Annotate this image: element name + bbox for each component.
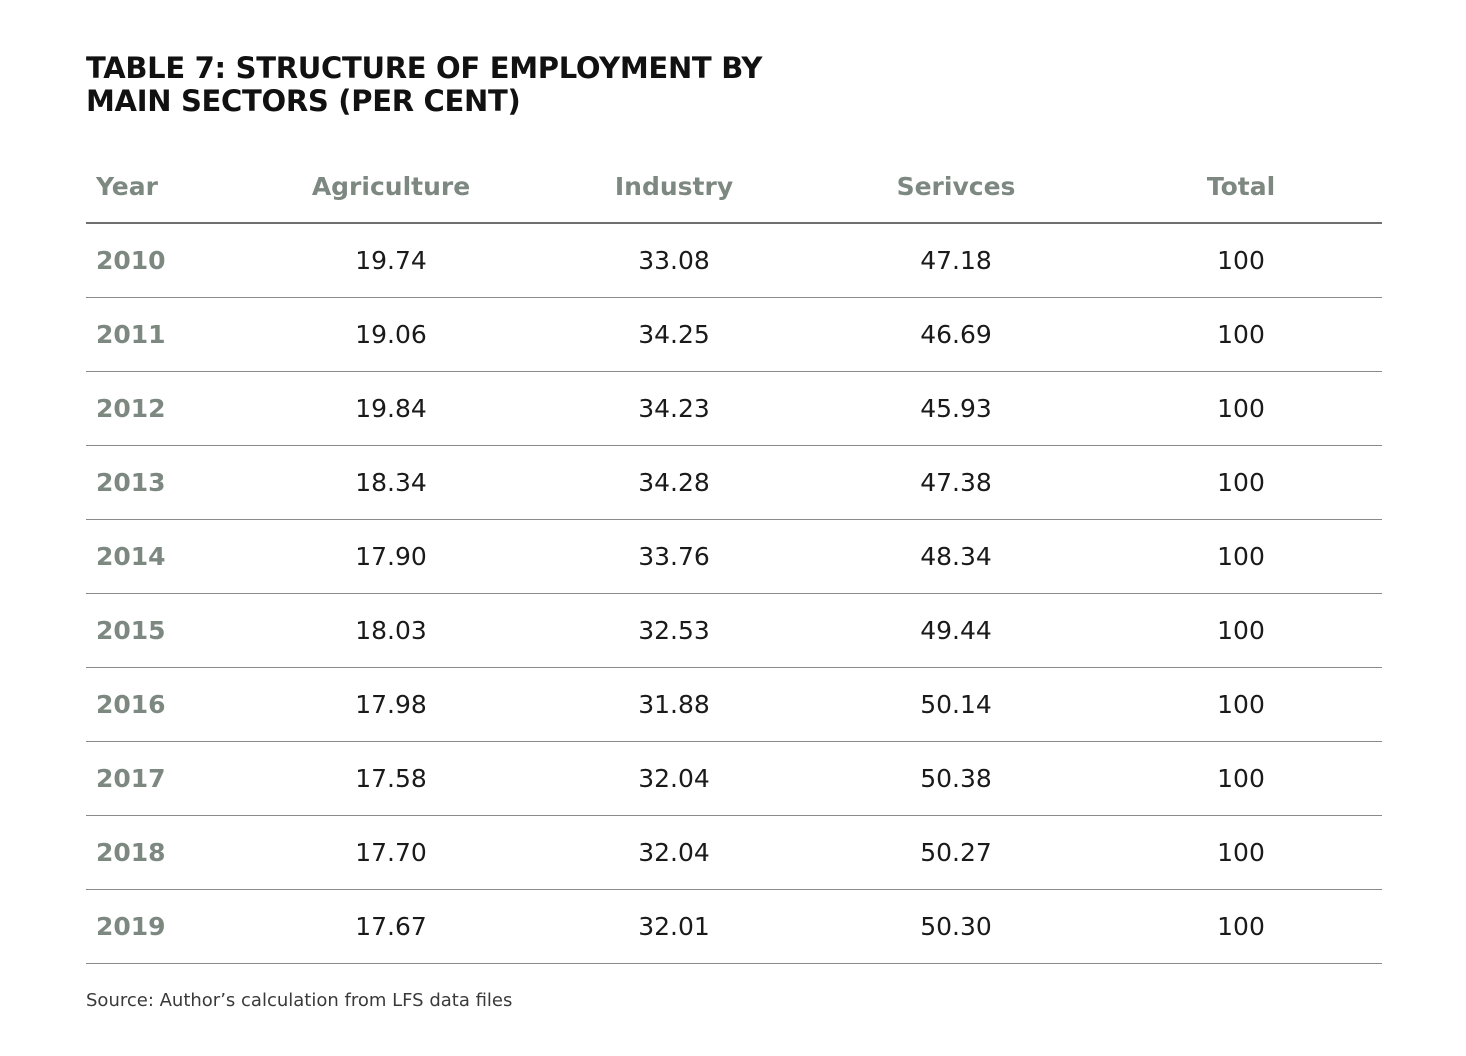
cell-services: 47.18 xyxy=(812,223,1100,298)
cell-services: 50.14 xyxy=(812,667,1100,742)
cell-industry: 32.53 xyxy=(536,593,812,668)
cell-year: 2016 xyxy=(86,667,246,742)
cell-total: 100 xyxy=(1100,667,1382,742)
cell-industry: 32.04 xyxy=(536,741,812,816)
cell-agriculture: 19.84 xyxy=(246,371,536,446)
table-body: 2010 19.74 33.08 47.18 100 2011 19.06 34… xyxy=(86,223,1382,964)
cell-year: 2018 xyxy=(86,815,246,890)
employment-structure-table: Year Agriculture Industry Serivces Total… xyxy=(86,150,1382,964)
cell-total: 100 xyxy=(1100,445,1382,520)
table-row: 2016 17.98 31.88 50.14 100 xyxy=(86,667,1382,742)
cell-industry: 34.28 xyxy=(536,445,812,520)
cell-total: 100 xyxy=(1100,371,1382,446)
header-services: Serivces xyxy=(812,150,1100,224)
cell-industry: 34.23 xyxy=(536,371,812,446)
cell-agriculture: 17.67 xyxy=(246,889,536,964)
table-row: 2012 19.84 34.23 45.93 100 xyxy=(86,371,1382,446)
header-total: Total xyxy=(1100,150,1382,224)
cell-agriculture: 18.34 xyxy=(246,445,536,520)
cell-total: 100 xyxy=(1100,519,1382,594)
cell-total: 100 xyxy=(1100,815,1382,890)
cell-total: 100 xyxy=(1100,741,1382,816)
cell-year: 2017 xyxy=(86,741,246,816)
cell-agriculture: 19.06 xyxy=(246,297,536,372)
cell-services: 46.69 xyxy=(812,297,1100,372)
cell-year: 2013 xyxy=(86,445,246,520)
table-row: 2015 18.03 32.53 49.44 100 xyxy=(86,593,1382,668)
table-row: 2013 18.34 34.28 47.38 100 xyxy=(86,445,1382,520)
cell-year: 2019 xyxy=(86,889,246,964)
cell-services: 49.44 xyxy=(812,593,1100,668)
header-row: Year Agriculture Industry Serivces Total xyxy=(86,150,1382,224)
cell-total: 100 xyxy=(1100,223,1382,298)
table-row: 2018 17.70 32.04 50.27 100 xyxy=(86,815,1382,890)
table-title-line-1: TABLE 7: STRUCTURE OF EMPLOYMENT BY xyxy=(86,51,763,85)
table-header: Year Agriculture Industry Serivces Total xyxy=(86,150,1382,224)
cell-agriculture: 17.70 xyxy=(246,815,536,890)
source-note: Source: Author’s calculation from LFS da… xyxy=(86,990,513,1011)
cell-year: 2011 xyxy=(86,297,246,372)
cell-services: 50.30 xyxy=(812,889,1100,964)
cell-services: 47.38 xyxy=(812,445,1100,520)
cell-industry: 33.76 xyxy=(536,519,812,594)
cell-services: 45.93 xyxy=(812,371,1100,446)
cell-industry: 33.08 xyxy=(536,223,812,298)
cell-year: 2012 xyxy=(86,371,246,446)
cell-industry: 31.88 xyxy=(536,667,812,742)
cell-services: 48.34 xyxy=(812,519,1100,594)
table-row: 2017 17.58 32.04 50.38 100 xyxy=(86,741,1382,816)
header-year: Year xyxy=(86,150,246,224)
cell-industry: 32.04 xyxy=(536,815,812,890)
cell-year: 2015 xyxy=(86,593,246,668)
cell-industry: 34.25 xyxy=(536,297,812,372)
cell-agriculture: 19.74 xyxy=(246,223,536,298)
cell-agriculture: 18.03 xyxy=(246,593,536,668)
cell-agriculture: 17.58 xyxy=(246,741,536,816)
table-row: 2011 19.06 34.25 46.69 100 xyxy=(86,297,1382,372)
table-row: 2010 19.74 33.08 47.18 100 xyxy=(86,223,1382,298)
header-agriculture: Agriculture xyxy=(246,150,536,224)
cell-year: 2014 xyxy=(86,519,246,594)
table-row: 2014 17.90 33.76 48.34 100 xyxy=(86,519,1382,594)
cell-agriculture: 17.98 xyxy=(246,667,536,742)
header-industry: Industry xyxy=(536,150,812,224)
table-title: TABLE 7: STRUCTURE OF EMPLOYMENT BY MAIN… xyxy=(86,52,762,118)
cell-services: 50.27 xyxy=(812,815,1100,890)
cell-total: 100 xyxy=(1100,593,1382,668)
cell-total: 100 xyxy=(1100,297,1382,372)
cell-industry: 32.01 xyxy=(536,889,812,964)
table-title-line-2: MAIN SECTORS (PER CENT) xyxy=(86,84,521,118)
cell-year: 2010 xyxy=(86,223,246,298)
cell-total: 100 xyxy=(1100,889,1382,964)
cell-agriculture: 17.90 xyxy=(246,519,536,594)
table-row: 2019 17.67 32.01 50.30 100 xyxy=(86,889,1382,964)
cell-services: 50.38 xyxy=(812,741,1100,816)
